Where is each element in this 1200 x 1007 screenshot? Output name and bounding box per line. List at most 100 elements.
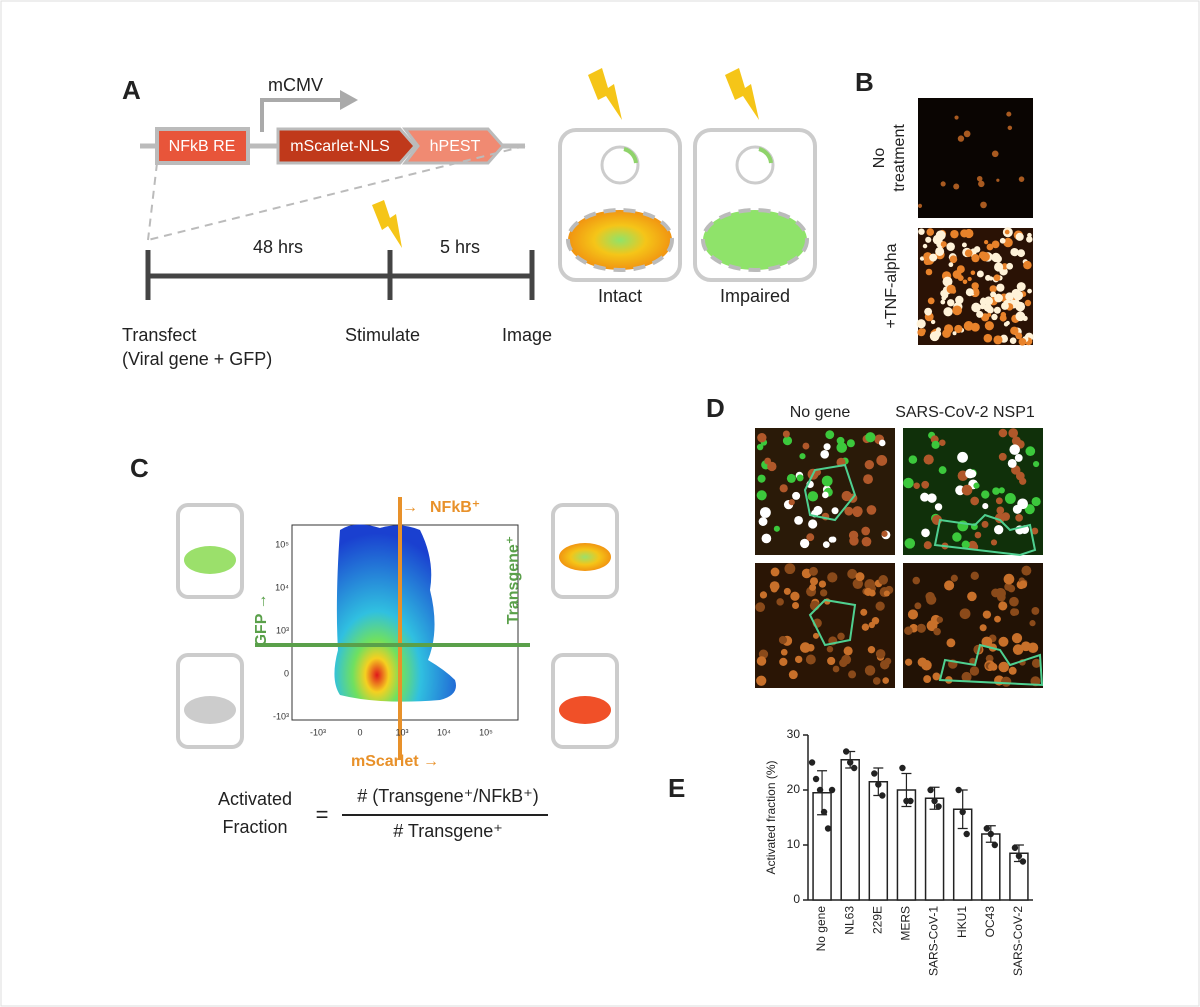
cell-dot xyxy=(955,295,964,305)
cell-dot xyxy=(836,436,845,445)
cell-dot xyxy=(994,293,1003,303)
data-point xyxy=(963,830,970,838)
nucleus xyxy=(701,208,809,272)
cell-dot xyxy=(943,307,953,317)
x-tick-label: No gene xyxy=(814,906,828,952)
nucleus xyxy=(184,546,236,574)
data-point xyxy=(899,764,906,772)
cell-dot xyxy=(970,496,980,506)
cell-dot xyxy=(866,505,877,515)
cell-dot xyxy=(961,540,970,549)
cell-dot xyxy=(1015,232,1024,241)
cell-dot xyxy=(972,288,980,295)
cell-dot xyxy=(756,490,767,501)
cell-dot xyxy=(953,183,960,190)
cell-dot xyxy=(864,665,876,676)
cell-dot xyxy=(968,469,977,478)
cell-dot xyxy=(786,473,796,483)
x-tick-label: 10³ xyxy=(395,727,408,737)
cell-dot xyxy=(1001,263,1008,270)
x-tick-label: 0 xyxy=(357,727,362,737)
cell-dot xyxy=(788,499,795,506)
cell-dot xyxy=(942,276,953,287)
cell-dot xyxy=(805,654,816,665)
data-point xyxy=(871,770,878,777)
cell-dot xyxy=(927,297,935,305)
formula-text: Activated xyxy=(218,789,292,809)
cell-dot xyxy=(1004,582,1013,591)
cell-dot xyxy=(852,578,864,589)
cell-dot xyxy=(918,228,925,235)
outlines xyxy=(803,463,1044,687)
element-box xyxy=(276,127,418,165)
promoter-label: mCMV xyxy=(268,75,323,95)
cell-dot xyxy=(980,297,986,303)
cell-dot xyxy=(1019,580,1028,589)
cell-dot xyxy=(1026,236,1033,243)
cell-dot xyxy=(1021,565,1032,576)
cell-dot xyxy=(864,459,875,470)
cell-dot xyxy=(808,566,818,576)
cell-dot xyxy=(920,328,926,334)
panel-label: C xyxy=(130,453,149,483)
cell-dot xyxy=(964,249,973,257)
cell-dot xyxy=(903,477,914,489)
cell-dot xyxy=(1019,477,1027,485)
cell-dot xyxy=(963,130,971,138)
gate-label: NFkB⁺ xyxy=(430,499,480,516)
cell-dot xyxy=(878,575,889,585)
cell-dot xyxy=(983,239,989,245)
cell-dot xyxy=(1024,504,1035,515)
cell-dot xyxy=(1009,337,1017,345)
plasmid-insert xyxy=(623,147,638,164)
cell-dot xyxy=(994,513,1005,524)
x-tick-label: 10⁵ xyxy=(479,727,493,737)
cell-dot xyxy=(929,253,938,262)
cell-dot xyxy=(808,519,818,529)
cell-label: Impaired xyxy=(720,286,790,306)
cell-dot xyxy=(844,506,854,516)
cell-dot xyxy=(990,539,998,546)
cell-dot xyxy=(981,636,993,648)
nucleus xyxy=(559,696,611,724)
y-tick-label: 10 xyxy=(787,837,801,851)
cell-dot xyxy=(1008,666,1017,675)
cell-dot xyxy=(878,439,886,447)
cell-dot xyxy=(924,307,933,316)
element-box xyxy=(401,127,506,165)
cell-dot xyxy=(994,615,1001,623)
cell-dot xyxy=(970,322,980,332)
nucleus xyxy=(566,208,674,272)
cell-dot xyxy=(1012,504,1022,514)
cell-dot xyxy=(991,588,1000,598)
element-label: mScarlet-NLS xyxy=(290,138,390,155)
data-point xyxy=(850,764,858,772)
cell-dot xyxy=(992,487,1000,495)
cell-dot xyxy=(904,538,916,549)
cell-dot xyxy=(1003,237,1013,248)
cell-dot xyxy=(1018,176,1025,182)
cell-dot xyxy=(839,658,848,668)
cell-dot xyxy=(783,587,791,595)
data-point xyxy=(955,786,962,794)
arrow-head xyxy=(340,90,358,110)
cell-dot xyxy=(973,482,980,489)
cell-dot xyxy=(912,576,921,585)
cell-dot xyxy=(948,262,954,268)
cell-dot xyxy=(1009,596,1019,607)
cell-dot xyxy=(861,526,871,536)
cell-dot xyxy=(935,246,945,256)
cell-dot xyxy=(985,654,994,663)
panel-label: A xyxy=(122,75,141,105)
cell-dot xyxy=(867,645,876,654)
promoter-arrow xyxy=(260,98,345,132)
cell-dot xyxy=(946,242,955,251)
cell-dot xyxy=(863,474,873,485)
cell-dot xyxy=(987,312,992,317)
cell-dot xyxy=(934,503,943,511)
cell-dot xyxy=(925,268,933,276)
data-point xyxy=(808,759,816,766)
cell-dot xyxy=(998,661,1010,673)
density-plot xyxy=(334,524,456,702)
